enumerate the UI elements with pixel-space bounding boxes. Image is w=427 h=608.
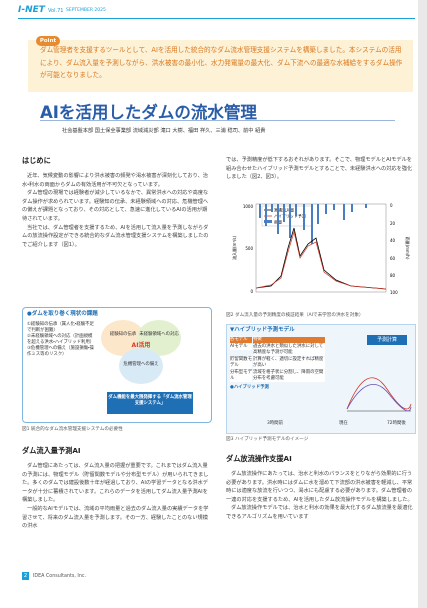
table-cell: AIモデル (230, 344, 252, 350)
table-cell: 計算が軽く、適切に設定すれば精度が高い (253, 357, 325, 369)
y-tick-label: 0 (250, 289, 253, 294)
caption: 図2 ダム流入量の予測精度の検証結果（AIで未学習の洪水を対象） (226, 312, 364, 318)
logo: I-NET (18, 5, 45, 15)
button: 予測計算 (367, 335, 407, 345)
paragraph: ダム放流操作にあたっては、治水と利水のバランスをとりながら効果的に行う必要があり… (226, 470, 414, 504)
y2-tick-label: 80 (390, 273, 396, 278)
banner: ダム機能を最大限発揮する「ダム流水管理支援システム」 (107, 392, 193, 414)
y2-axis-label: 雨量(mm/h) (405, 237, 411, 260)
left-text: 近年、気候変動の影響により洪水被害の頻発や渇水被害が深刻化しており、治水・利水の… (22, 172, 210, 249)
table-cell: 過去の洪水と類似した洪水に対して高精度な予測が可能 (253, 344, 325, 356)
section-heading: ダム流入量予測AI (22, 446, 81, 456)
time-label: 3時間前 (267, 421, 283, 427)
paragraph: では、予測精度が低下するおそれがあります。そこで、物理モデルとAIモデルを組み合… (226, 156, 414, 182)
figure-1: ●ダムを取り巻く現状の課題 ①経験知の伝承（属人化・経験不足で判断が困難） ②未… (22, 307, 212, 423)
paragraph: ダム放流操作モデルでは、治水と利水の効果を最大化するダム放流量を最適化できるアル… (226, 504, 414, 521)
page: I-NET Vol.71 SEPTEMBER 2025 Point ダム管理者を… (0, 0, 418, 608)
paragraph: 当社では、ダム管理者を支援するため、AIを活用して流入量を予測しながらダムの放流… (22, 224, 210, 250)
paragraph: 一般的なAIモデルでは、流域の平均雨量と過去のダム流入量の実績データを学習させて… (22, 505, 210, 531)
section-heading: はじめに (22, 156, 51, 166)
paragraph: ダム管理の現場では経験者が減少しているなかで、異常洪水への対応や高度なダム操作が… (22, 189, 210, 223)
paragraph: 近年、気候変動の影響により洪水被害の頻発や渇水被害が深刻化しており、治水・利水の… (22, 172, 210, 189)
authors: 社会基盤本部 国土保全事業部 流域減災部 滝口 大樹、福田 祥久、三浦 稔司、前… (62, 127, 265, 134)
y2-tick-label: 100 (390, 290, 398, 295)
table-header: 各モデル (230, 337, 252, 343)
table-header: 特徴 (253, 337, 325, 343)
title-rule (40, 120, 395, 121)
table-cell: 貯留関数モデル (230, 357, 252, 369)
time-label: 72時間後 (387, 421, 406, 427)
date: SEPTEMBER 2025 (66, 8, 106, 13)
company: IDEA Consultants, Inc. (33, 574, 86, 579)
time-label: 現在 (339, 421, 348, 427)
issue: Vol.71 (48, 8, 63, 14)
left-text-2: ダム管理にあたっては、ダム流入量の把握が重要です。これまではダム流入量の予測には… (22, 462, 210, 531)
list-item: ①経験知の伝承（属人化・経験不足で判断が困難） (27, 322, 95, 334)
list-item: ②未経験領域への対応（計画規模を超える洪水・ハイブリッド利用） (27, 334, 95, 346)
page-number: 2 (22, 572, 29, 580)
circle: 危機管理への備え (119, 348, 163, 384)
caption: 図3 ハイブリッド予測モデルのイメージ (226, 436, 308, 442)
figure-2: 実績流入量 ハイブリッド予測 雨量 1000 500 0 0 20 40 60 … (226, 198, 414, 310)
y2-tick-label: 60 (390, 256, 396, 261)
table-cell: 分布型モデル (230, 370, 252, 382)
right-text-2: ダム放流操作にあたっては、治水と利水のバランスをとりながら効果的に行う必要があり… (226, 470, 414, 522)
y-tick-label: 500 (245, 246, 253, 251)
y2-tick-label: 40 (390, 238, 396, 243)
paragraph: ダム管理にあたっては、ダム流入量の把握が重要です。これまではダム流入量の予測には… (22, 462, 210, 505)
figure-title: ▼ハイブリッド予測モデル (230, 327, 295, 333)
section-heading: ダム放流操作支援AI (226, 454, 292, 464)
y2-tick-label: 20 (390, 221, 396, 226)
y-tick-label: 1000 (243, 204, 254, 209)
caption: 図1 統合的なダム流水管理支援システムの必要性 (22, 426, 123, 432)
figure-3: ▼ハイブリッド予測モデル 各モデル 特徴 AIモデル 過去の洪水と類似した洪水に… (226, 324, 416, 434)
table-cell: 流域を格子状に分割し、降雨の空間分布を考慮可能 (253, 370, 325, 382)
hybrid-label: ●ハイブリッド予測 (230, 385, 269, 391)
y2-tick-label: 0 (390, 203, 393, 208)
figure-title: ●ダムを取り巻く現状の課題 (27, 311, 98, 317)
header-rule (18, 18, 415, 19)
hybrid-graph (327, 349, 413, 419)
curve (347, 378, 411, 409)
right-text: では、予測精度が低下するおそれがあります。そこで、物理モデルとAIモデルを組み合… (226, 156, 414, 182)
point-text: ダム管理者を支援するツールとして、AIを活用した統合的なダム流水管理支援システム… (40, 44, 408, 82)
center-label: AI活用 (127, 340, 155, 349)
list-item: ③危機管理への備え（施設損傷・操作ミス等のリスク） (27, 346, 95, 358)
y-axis-label: 流入量(m³/s) (231, 236, 237, 260)
figure-list: ①経験知の伝承（属人化・経験不足で判断が困難） ②未経験領域への対応（計画規模を… (27, 322, 95, 358)
